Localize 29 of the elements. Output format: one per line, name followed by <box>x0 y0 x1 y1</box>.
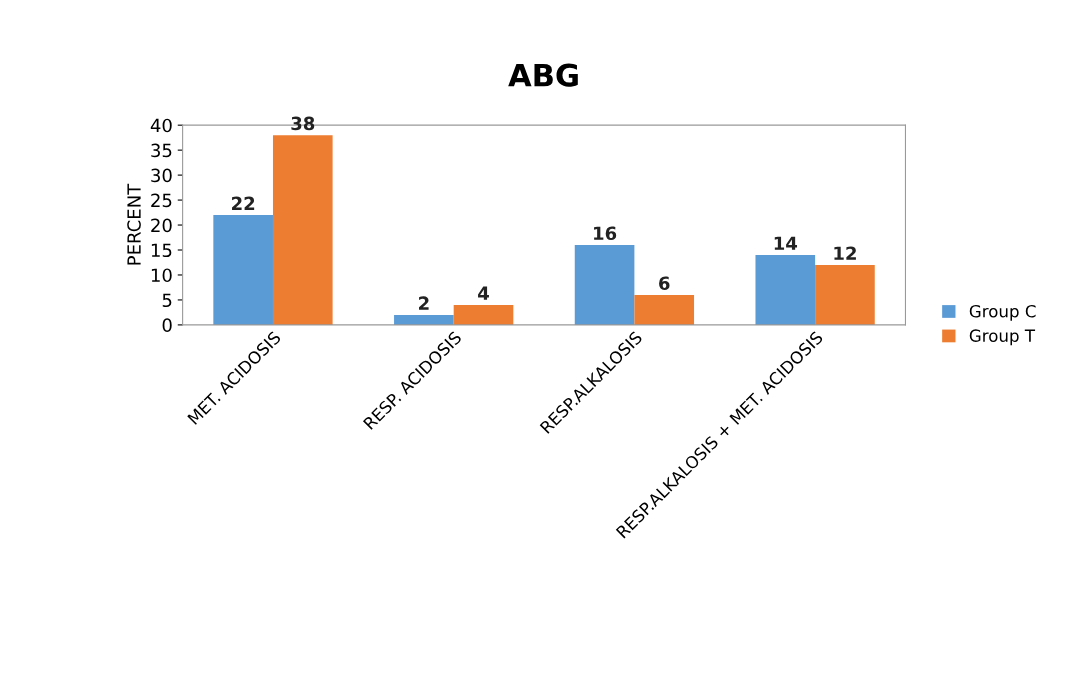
bar <box>634 294 695 325</box>
y-tick-label: 0 <box>162 318 172 333</box>
bar <box>815 264 875 325</box>
legend-label: Group C <box>969 304 1036 321</box>
data-label: 2 <box>419 296 429 310</box>
y-tick-label: 40 <box>150 118 172 133</box>
data-label: 14 <box>774 236 798 250</box>
bar <box>213 215 273 325</box>
data-label: 6 <box>659 276 670 291</box>
y-tick-label: 10 <box>151 268 172 283</box>
y-tick-label: 30 <box>151 168 172 183</box>
bar <box>394 314 454 325</box>
bar <box>755 255 816 325</box>
data-label: 4 <box>478 286 489 300</box>
bar <box>272 135 333 325</box>
y-tick-label: 5 <box>162 293 172 308</box>
legend-label: Group T <box>969 329 1036 346</box>
y-tick-label: 25 <box>151 193 172 208</box>
data-label: 12 <box>834 246 856 260</box>
y-tick-label: 35 <box>151 143 172 158</box>
data-label: 22 <box>232 196 255 210</box>
y-tick-label: 20 <box>151 218 172 233</box>
chart-title: ABG <box>508 63 578 87</box>
y-tick-label: 15 <box>151 243 172 258</box>
data-label: 38 <box>291 116 315 131</box>
bar <box>574 245 635 325</box>
data-label: 16 <box>594 226 617 241</box>
y-axis-title: PERCENT <box>127 183 141 265</box>
bar <box>453 304 514 325</box>
